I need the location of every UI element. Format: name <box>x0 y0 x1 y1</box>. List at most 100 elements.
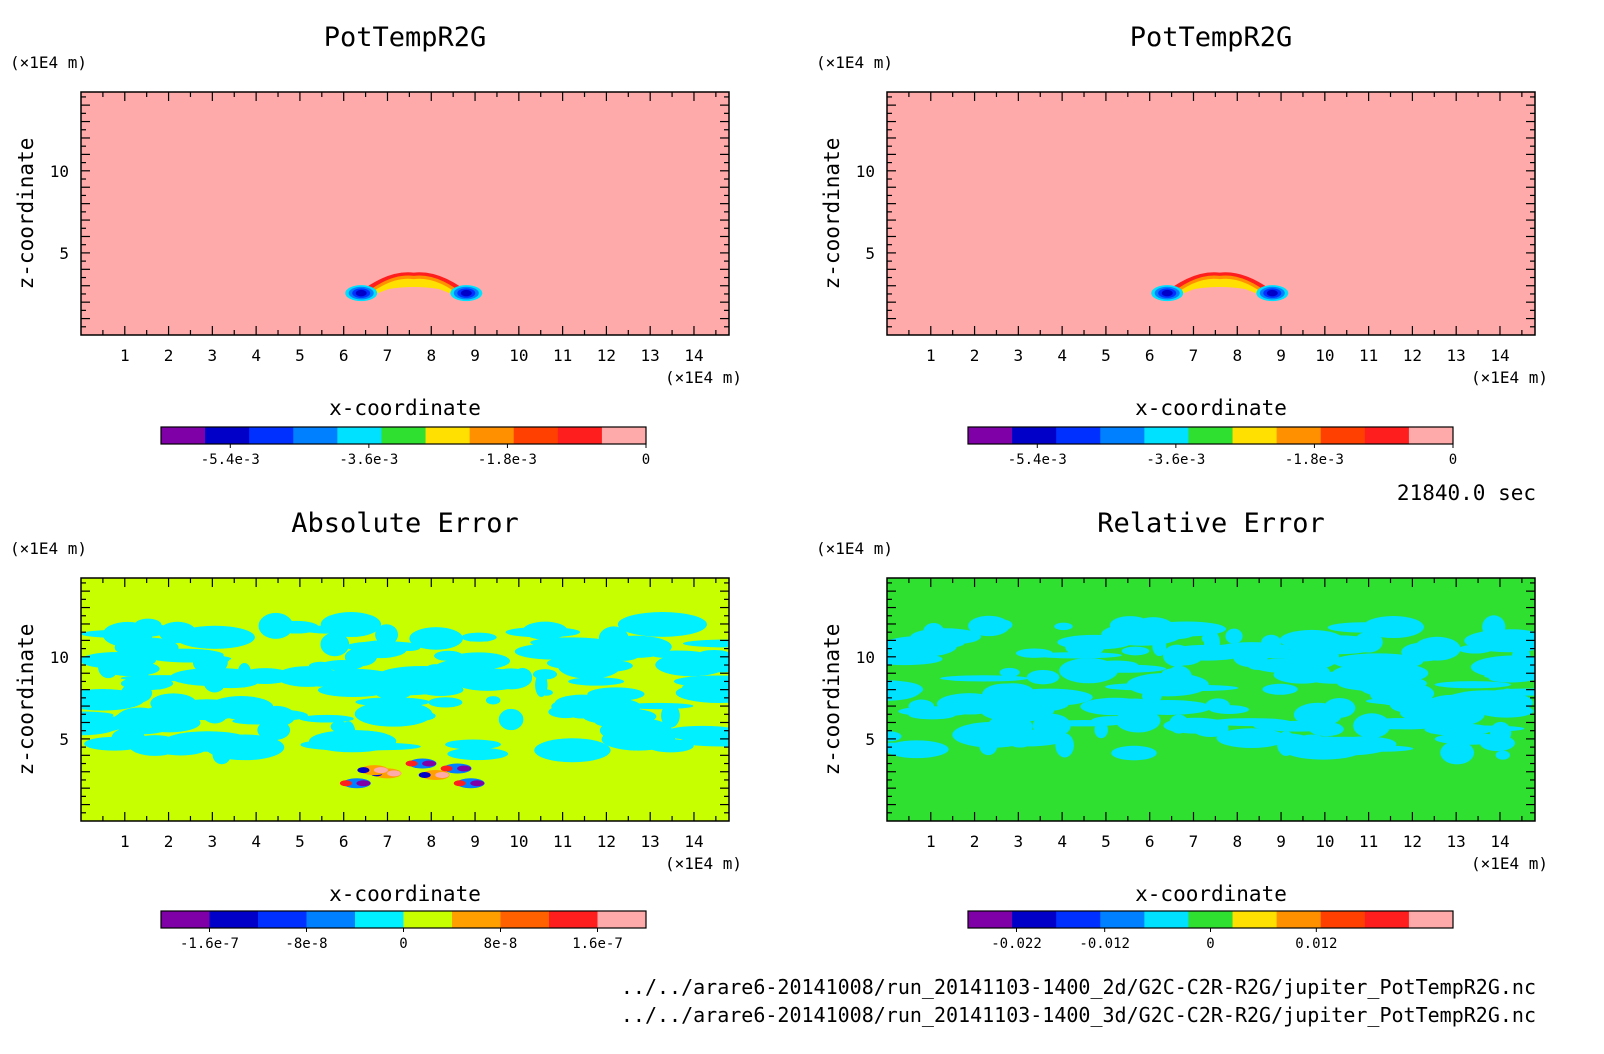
error-patch <box>1293 702 1342 727</box>
colorbar-swatch <box>1012 911 1057 928</box>
error-patch <box>1482 615 1506 639</box>
error-patch <box>999 667 1020 677</box>
error-patch <box>1015 648 1053 658</box>
error-patch <box>354 701 433 727</box>
error-patch <box>512 668 533 686</box>
error-patch <box>485 696 501 705</box>
dipole-core <box>418 772 431 779</box>
error-patch <box>1246 657 1269 670</box>
time-label: 21840.0 sec <box>1397 481 1536 505</box>
x-tick-label: 9 <box>1276 832 1286 851</box>
colorbar-swatch <box>381 427 427 444</box>
y-tick-label: 10 <box>856 648 875 667</box>
x-tick-label: 1 <box>120 832 130 851</box>
x-tick-label: 3 <box>1014 346 1024 365</box>
x-tick-label: 1 <box>926 346 936 365</box>
x-tick-label: 8 <box>426 346 436 365</box>
x-tick-label: 8 <box>1232 832 1242 851</box>
dipole-core <box>457 765 472 772</box>
colorbar-swatch <box>1364 427 1410 444</box>
error-patch <box>984 730 1068 747</box>
colorbar-swatch <box>1320 427 1366 444</box>
error-patch <box>153 654 232 663</box>
colorbar-swatch <box>306 911 356 928</box>
x-tick-label: 11 <box>1359 346 1378 365</box>
y-axis-label: z-coordinate <box>14 138 38 290</box>
x-tick-label: 12 <box>597 346 616 365</box>
dipole-core <box>440 765 453 772</box>
colorbar-tick-label: 0 <box>642 452 650 468</box>
error-patch <box>699 649 729 657</box>
colorbar-swatch <box>161 427 206 444</box>
colorbar-swatch <box>1408 911 1454 928</box>
x-tick-label: 12 <box>1403 346 1422 365</box>
x-tick-label: 14 <box>1490 346 1509 365</box>
error-patch <box>1091 715 1140 725</box>
field-features <box>81 612 729 789</box>
error-patch <box>445 739 501 750</box>
plot-frame <box>80 577 730 822</box>
error-patch <box>594 717 617 727</box>
colorbar-frame <box>967 426 1454 445</box>
colorbar-tick-label: -1.8e-3 <box>478 452 537 468</box>
arch-shell <box>363 278 465 299</box>
error-patch <box>114 637 179 658</box>
x-tick-label: 5 <box>295 346 305 365</box>
error-patch <box>320 660 364 671</box>
error-patch <box>1201 633 1220 644</box>
colorbar-tick-label: 8e-8 <box>484 936 518 952</box>
colorbar-swatch <box>1232 911 1278 928</box>
error-patch <box>940 675 1029 682</box>
error-patch <box>320 612 382 638</box>
error-patch <box>540 689 553 696</box>
colorbar-swatch <box>1012 427 1057 444</box>
dipole-core <box>453 780 466 787</box>
error-patch <box>587 687 645 701</box>
error-patch <box>320 632 350 657</box>
error-patch <box>923 623 944 640</box>
error-patch <box>532 669 558 680</box>
y-tick-label: 10 <box>50 162 69 181</box>
colorbar-swatch <box>557 427 603 444</box>
error-patch <box>300 739 383 751</box>
error-patch <box>399 642 421 651</box>
colorbar-swatch <box>513 427 559 444</box>
x-tick-label: 3 <box>208 832 218 851</box>
y-tick-label: 5 <box>865 730 875 749</box>
error-patch <box>163 731 252 752</box>
x-unit-label: (×1E4 m) <box>665 854 742 873</box>
error-patch <box>1262 683 1298 695</box>
error-patch <box>409 627 463 650</box>
colorbar-tick-label: 0 <box>1206 936 1214 952</box>
error-patch <box>1054 622 1073 631</box>
colorbar-swatch <box>597 911 647 928</box>
y-axis-label: z-coordinate <box>820 138 844 290</box>
colorbar-swatch <box>1188 427 1234 444</box>
error-patch <box>992 683 1035 703</box>
error-patch <box>1379 682 1435 705</box>
colorbar-tick-label: -8e-8 <box>285 936 327 952</box>
colorbar-swatch <box>293 427 338 444</box>
error-patch <box>1285 643 1340 670</box>
x-tick-label: 14 <box>1490 832 1509 851</box>
error-patch <box>622 702 694 710</box>
error-patch <box>1124 699 1212 715</box>
x-tick-label: 9 <box>1276 346 1286 365</box>
colorbar-tick-label: -3.6e-3 <box>339 452 398 468</box>
colorbar-tick-label: -1.6e-7 <box>180 936 239 952</box>
x-tick-label: 4 <box>1057 346 1067 365</box>
x-tick-label: 10 <box>1315 346 1334 365</box>
error-patch <box>1511 645 1531 668</box>
y-axis-label: z-coordinate <box>14 624 38 776</box>
panel-2: PotTempR2G(×1E4 m)1 2 3 4 5 6 7 8 9 10 11 12 13 14510… <box>816 22 1548 468</box>
error-patch <box>1161 668 1185 679</box>
y-tick-label: 10 <box>50 648 69 667</box>
file-path-2: ../../arare6-20141008/run_20141103-1400_… <box>621 1003 1536 1027</box>
error-patch <box>1293 663 1331 681</box>
error-patch <box>1327 622 1400 633</box>
colorbar-tick-label: -3.6e-3 <box>1146 452 1205 468</box>
error-patch <box>1145 626 1197 640</box>
x-tick-label: 3 <box>208 346 218 365</box>
colorbar-tick-label: 1.6e-7 <box>572 936 623 952</box>
colorbar-tick-label: 0 <box>399 936 407 952</box>
